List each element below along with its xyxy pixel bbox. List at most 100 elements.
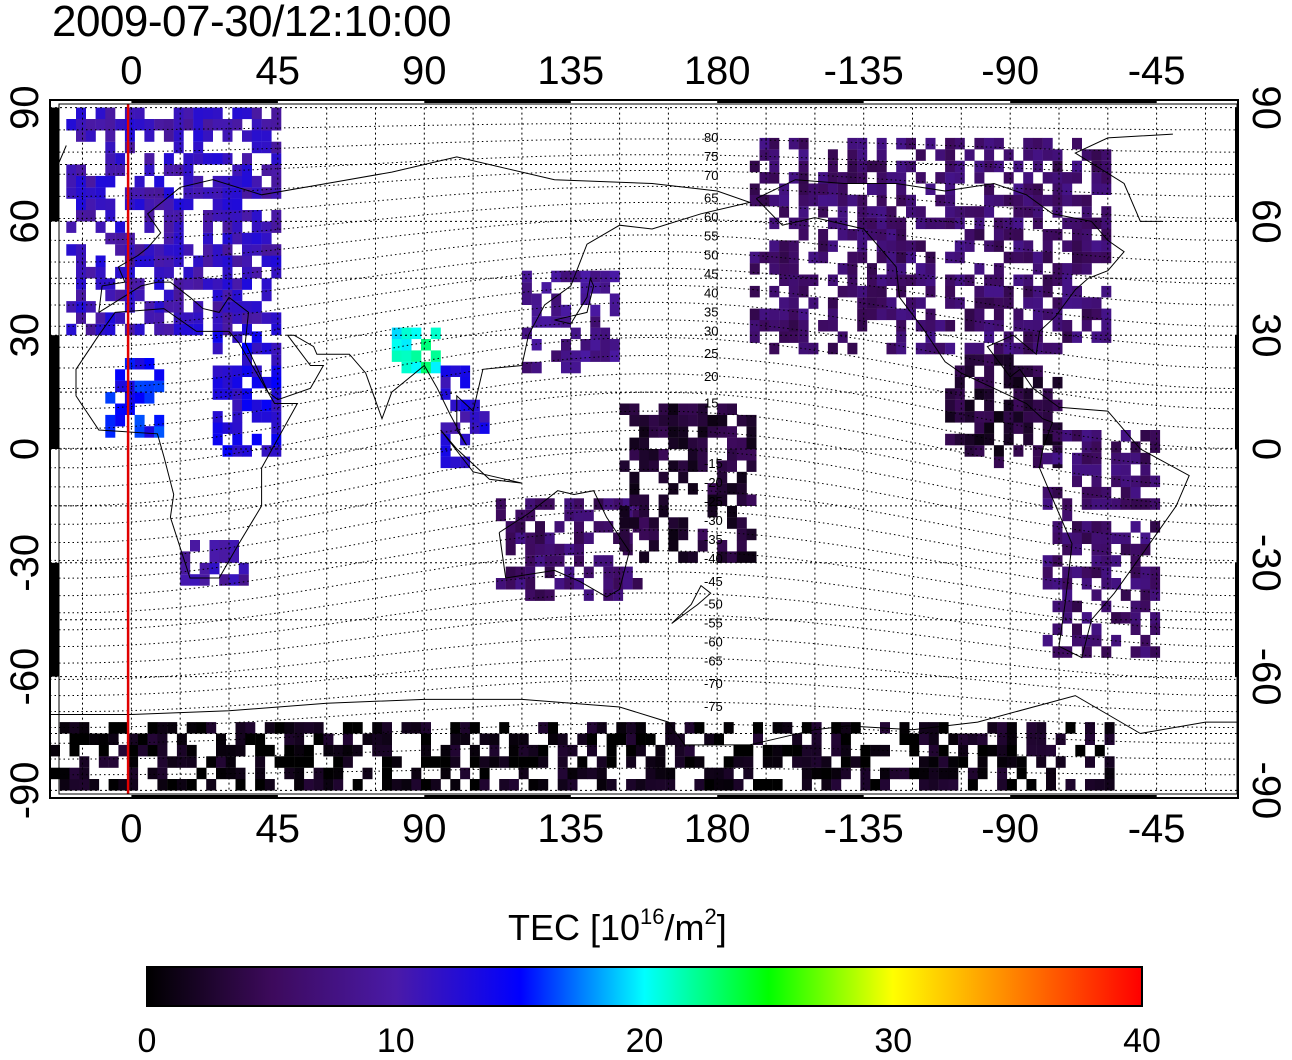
tec-cell xyxy=(95,323,106,336)
tec-cell xyxy=(183,153,194,165)
left-lat-label: 90 xyxy=(3,85,47,130)
tec-cell xyxy=(798,206,809,218)
tec-cell xyxy=(242,187,252,199)
tec-cell xyxy=(440,445,451,457)
tec-cell xyxy=(993,160,1004,173)
tec-cell xyxy=(837,263,848,275)
tec-cell xyxy=(684,722,695,734)
tec-cell xyxy=(85,175,96,188)
frame-bar-right xyxy=(1235,562,1239,677)
tec-cell xyxy=(1052,555,1063,567)
tec-cell xyxy=(717,540,728,552)
tec-cell xyxy=(1042,411,1053,423)
tec-cell xyxy=(212,107,223,120)
tec-cell xyxy=(261,187,272,199)
tec-cell xyxy=(1013,217,1024,230)
tec-cell xyxy=(460,433,471,446)
tec-cell xyxy=(232,422,243,434)
tec-cell xyxy=(808,342,819,355)
tec-cell xyxy=(1003,229,1014,241)
tec-cell xyxy=(899,733,910,745)
tec-cell xyxy=(945,388,956,400)
tec-cell xyxy=(76,187,86,199)
tec-cell xyxy=(717,494,728,506)
tec-cell xyxy=(1013,251,1024,264)
tec-cell xyxy=(1072,172,1082,184)
tec-cell xyxy=(850,722,861,734)
tec-cell xyxy=(1101,566,1112,579)
tec-cell xyxy=(717,403,728,415)
tec-cell xyxy=(144,380,155,393)
tec-cell xyxy=(928,767,939,780)
tec-cell xyxy=(714,779,724,791)
tec-cell xyxy=(303,756,314,768)
bottom-lon-labels: 0 45 90 135 180 -135 -90 -45 xyxy=(120,807,1185,851)
tec-cell xyxy=(499,756,510,768)
contour-label: -15 xyxy=(704,456,723,471)
tec-cell xyxy=(460,376,471,389)
tec-cell xyxy=(867,263,877,275)
tec-cell xyxy=(974,411,985,423)
tec-cell xyxy=(967,733,978,745)
tec-cell xyxy=(173,323,184,336)
tec-cell xyxy=(1013,229,1024,241)
tec-cell xyxy=(1042,308,1053,321)
tec-cell xyxy=(1091,589,1102,601)
tec-cell xyxy=(954,217,965,230)
tec-cell xyxy=(997,767,1008,780)
tec-cell xyxy=(85,210,96,222)
tec-cell xyxy=(255,733,266,745)
tec-cell xyxy=(736,540,747,552)
tec-cell xyxy=(50,767,60,780)
tec-cell xyxy=(678,426,689,438)
tec-cell xyxy=(76,175,86,188)
tec-cell xyxy=(1032,320,1043,332)
tec-cell xyxy=(974,388,985,400)
tec-cell xyxy=(655,779,666,791)
tec-cell xyxy=(1062,194,1073,207)
tec-cell xyxy=(193,301,204,313)
tec-cell xyxy=(333,767,344,780)
tec-cell xyxy=(580,339,591,351)
tec-cell xyxy=(567,779,578,791)
tec-cell xyxy=(440,422,451,434)
tec-cell xyxy=(964,274,975,286)
tec-cell xyxy=(154,380,165,393)
tec-cell xyxy=(421,779,431,791)
tec-cell xyxy=(554,578,565,590)
tec-cell xyxy=(421,756,431,768)
tec-cell xyxy=(727,517,737,529)
tec-cell xyxy=(876,308,887,321)
tec-cell xyxy=(1072,160,1082,173)
tec-cell xyxy=(886,342,897,355)
tec-cell xyxy=(232,365,243,377)
tec-cell xyxy=(1140,452,1151,465)
tec-cell xyxy=(876,297,887,309)
tec-cell xyxy=(505,578,516,590)
tec-cell xyxy=(1101,521,1112,533)
tec-cell xyxy=(1032,251,1043,264)
tec-cell xyxy=(827,342,838,355)
tec-cell xyxy=(945,274,956,286)
tec-cell xyxy=(1006,779,1017,791)
tec-cell xyxy=(79,756,90,768)
tec-cell xyxy=(173,255,184,267)
tec-cell xyxy=(203,130,213,142)
tec-cell xyxy=(753,722,763,734)
tec-cell xyxy=(124,289,135,302)
tec-cell xyxy=(847,274,858,286)
tec-cell xyxy=(212,376,223,389)
tec-cell xyxy=(788,331,799,343)
tec-cell xyxy=(1052,149,1063,161)
tec-cell xyxy=(1052,274,1063,286)
tec-cell xyxy=(235,767,246,780)
tec-cell xyxy=(411,361,422,374)
tec-cell xyxy=(590,282,601,294)
tec-cell xyxy=(176,756,187,768)
coastline xyxy=(50,695,1238,746)
tec-cell xyxy=(639,437,650,450)
frame-bar-left xyxy=(49,562,59,677)
tec-cell xyxy=(915,297,926,309)
tec-cell xyxy=(333,744,344,757)
tec-cell xyxy=(727,483,737,495)
